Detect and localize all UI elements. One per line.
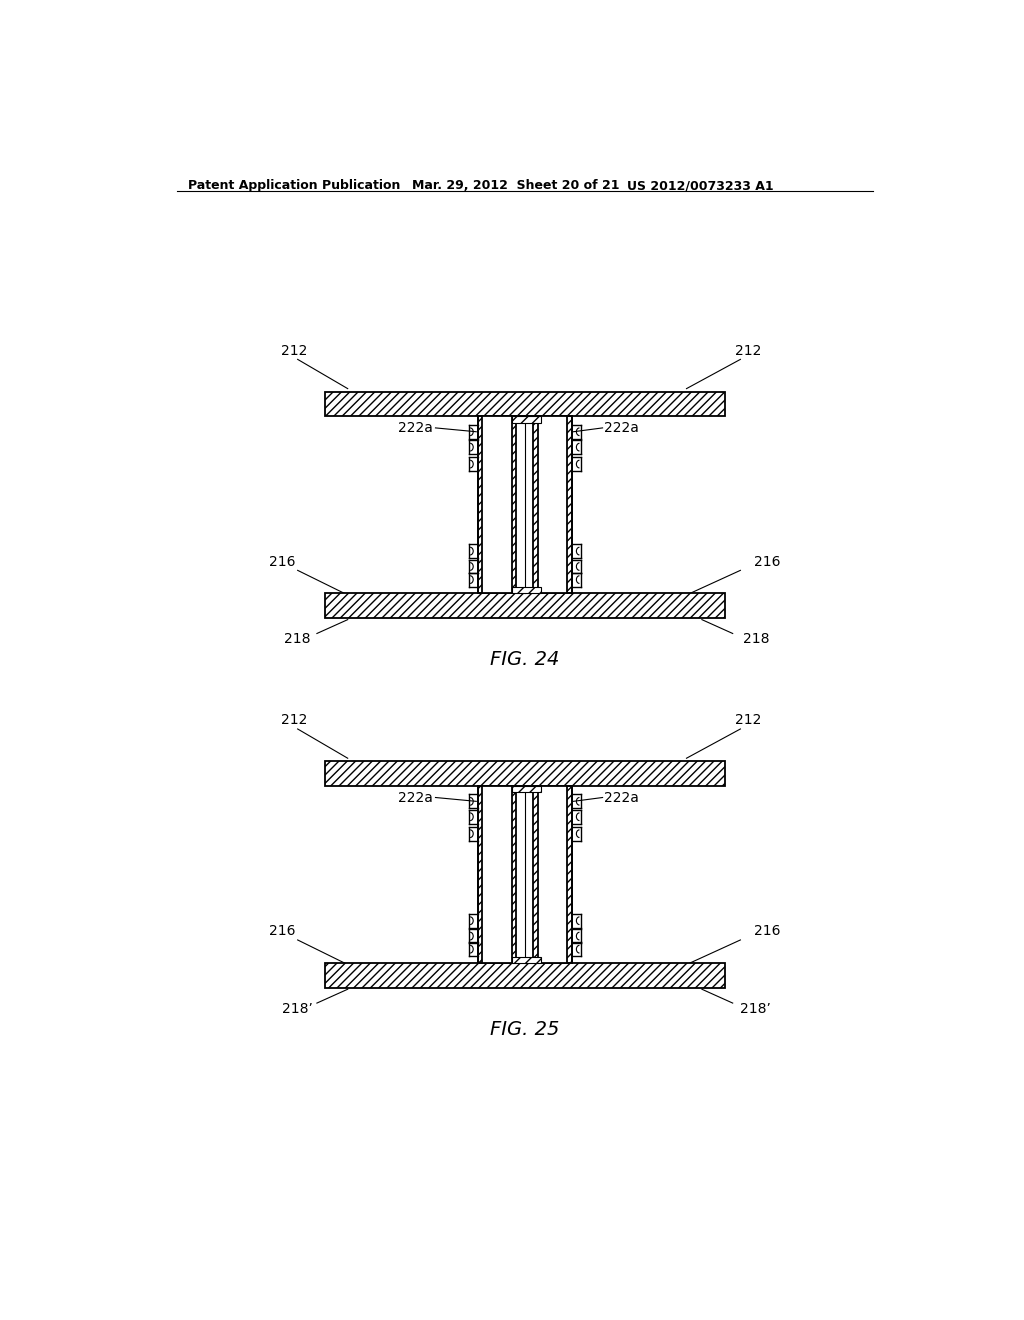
Text: 212: 212 [735,343,761,358]
Bar [478,416,571,594]
Text: 216: 216 [269,554,296,569]
Bar [512,587,541,594]
Text: 218’: 218’ [740,1002,771,1015]
Bar [512,416,516,594]
Text: Mar. 29, 2012  Sheet 20 of 21: Mar. 29, 2012 Sheet 20 of 21 [412,180,620,193]
Bar [534,785,538,964]
Text: 222a: 222a [398,791,433,804]
Text: 216: 216 [269,924,296,939]
Bar [512,957,541,964]
Bar [325,392,725,416]
Bar [478,785,482,964]
Text: 216: 216 [754,554,780,569]
Bar [567,785,571,964]
Bar [482,785,512,964]
Text: 222a: 222a [604,421,639,434]
Text: Patent Application Publication: Patent Application Publication [188,180,400,193]
Text: 212: 212 [281,713,307,727]
Bar [325,594,725,618]
Text: FIG. 24: FIG. 24 [490,651,559,669]
Text: 222a: 222a [604,791,639,804]
Text: 222a: 222a [398,421,433,434]
Bar [534,416,538,594]
Bar [512,785,541,792]
Text: 212: 212 [281,343,307,358]
Bar [482,416,512,594]
Bar [538,785,567,964]
Bar [512,416,541,422]
Bar [325,762,725,785]
Text: 218’: 218’ [283,1002,313,1015]
Text: FIG. 25: FIG. 25 [490,1020,559,1039]
Bar [325,964,725,987]
Bar [478,785,571,964]
Bar [567,416,571,594]
Text: 216: 216 [754,924,780,939]
Text: 218: 218 [285,632,311,645]
Bar [538,416,567,594]
Text: 212: 212 [735,713,761,727]
Bar [516,785,534,964]
Text: 218: 218 [742,632,769,645]
Bar [478,416,482,594]
Bar [516,416,534,594]
Text: US 2012/0073233 A1: US 2012/0073233 A1 [628,180,774,193]
Bar [512,785,516,964]
